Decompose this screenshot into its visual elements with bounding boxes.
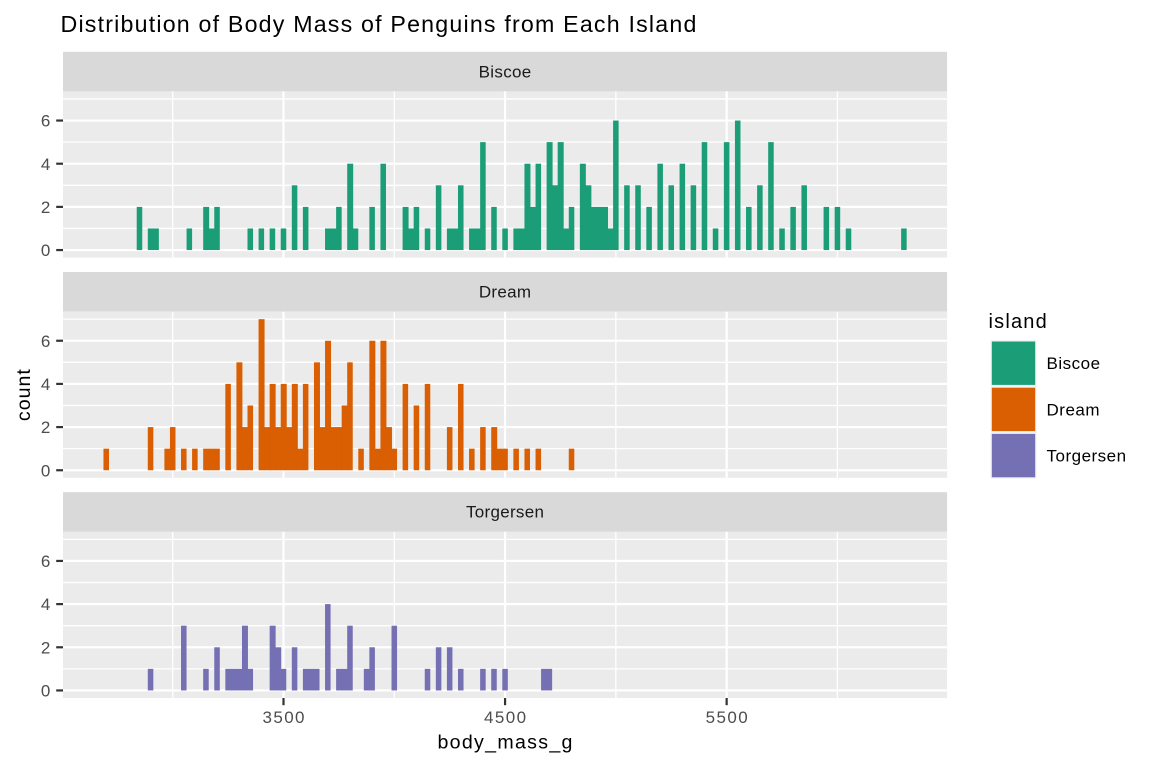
svg-text:body_mass_g: body_mass_g — [437, 732, 573, 754]
svg-text:count: count — [13, 368, 35, 421]
svg-text:Biscoe: Biscoe — [479, 62, 532, 81]
svg-text:2: 2 — [41, 198, 50, 217]
svg-text:0: 0 — [41, 682, 50, 701]
svg-text:island: island — [989, 311, 1048, 333]
svg-text:0: 0 — [41, 241, 50, 260]
svg-text:6: 6 — [41, 112, 50, 131]
svg-text:Torgersen: Torgersen — [466, 503, 544, 522]
svg-text:Torgersen: Torgersen — [1047, 447, 1127, 466]
svg-text:5500: 5500 — [706, 708, 749, 727]
svg-text:6: 6 — [41, 332, 50, 351]
svg-text:2: 2 — [41, 638, 50, 657]
svg-text:4: 4 — [41, 155, 50, 174]
svg-text:Dream: Dream — [1047, 400, 1101, 419]
svg-text:Biscoe: Biscoe — [1047, 354, 1101, 373]
svg-text:4: 4 — [41, 375, 50, 394]
svg-text:0: 0 — [41, 461, 50, 480]
svg-text:6: 6 — [41, 552, 50, 571]
svg-text:2: 2 — [41, 418, 50, 437]
svg-text:3500: 3500 — [262, 708, 305, 727]
svg-text:Dream: Dream — [479, 283, 532, 302]
svg-text:Distribution of Body Mass of P: Distribution of Body Mass of Penguins fr… — [61, 11, 698, 37]
svg-text:4: 4 — [41, 595, 50, 614]
svg-text:4500: 4500 — [484, 708, 527, 727]
